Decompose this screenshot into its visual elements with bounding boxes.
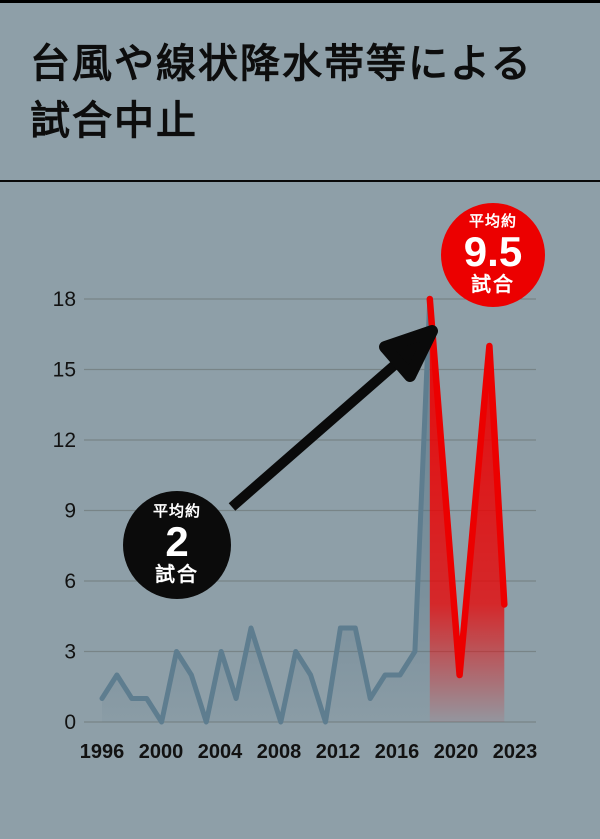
y-tick-label: 6 — [64, 570, 76, 593]
xlabels-group: 1996 2000 2004 2008 2012 2016 2020 2023 — [80, 741, 538, 763]
badge-recent-unit: 試合 — [471, 274, 515, 296]
x-tick-label: 2023 — [493, 741, 538, 763]
series-area-0 — [102, 299, 430, 722]
badge-recent-value: 9.5 — [463, 228, 523, 275]
badge-early-unit: 試合 — [155, 564, 199, 586]
page-title: 台風や線状降水帯等による 試合中止 — [30, 36, 570, 150]
x-tick-label: 2012 — [316, 741, 361, 763]
series-line-0 — [99, 296, 433, 725]
badge-early-prefix: 平均約 — [152, 503, 201, 520]
series-group — [99, 295, 508, 725]
chart-svg: 0 3 6 9 12 15 18 1996 2000 2004 2008 2012 2016 2020 2… — [53, 288, 538, 763]
page-title-line2: 試合中止 — [30, 99, 198, 143]
top-border-strip — [0, 0, 600, 3]
y-tick-label: 15 — [53, 359, 76, 382]
trend-arrow-icon — [228, 325, 438, 511]
x-tick-label: 2020 — [434, 741, 479, 763]
page-title-line1: 台風や線状降水帯等による — [30, 42, 533, 86]
x-tick-label: 1996 — [80, 741, 125, 763]
badge-early-value: 2 — [165, 518, 189, 565]
title-divider — [0, 180, 600, 182]
y-tick-label: 0 — [64, 711, 76, 734]
series-line-1 — [426, 295, 508, 679]
y-tick-label: 3 — [64, 641, 76, 664]
x-tick-label: 2004 — [198, 741, 243, 763]
badge-recent-prefix: 平均約 — [468, 213, 517, 230]
x-tick-label: 2016 — [375, 741, 420, 763]
x-tick-label: 2008 — [257, 741, 302, 763]
y-tick-label: 9 — [64, 500, 76, 523]
x-tick-label: 2000 — [139, 741, 184, 763]
average-badge-recent: 平均約 9.5 試合 — [441, 203, 545, 307]
average-badge-early: 平均約 2 試合 — [123, 491, 231, 599]
y-tick-label: 18 — [53, 288, 76, 311]
ylabels-group: 0 3 6 9 12 15 18 — [53, 288, 76, 734]
y-tick-label: 12 — [53, 429, 76, 452]
